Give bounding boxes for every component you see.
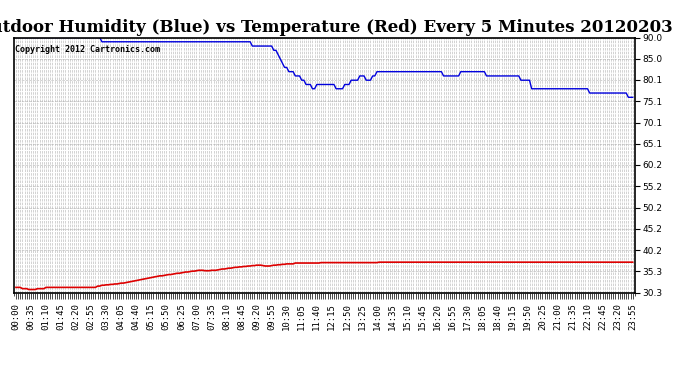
Title: Outdoor Humidity (Blue) vs Temperature (Red) Every 5 Minutes 20120203: Outdoor Humidity (Blue) vs Temperature (…	[0, 19, 673, 36]
Text: Copyright 2012 Cartronics.com: Copyright 2012 Cartronics.com	[15, 45, 160, 54]
